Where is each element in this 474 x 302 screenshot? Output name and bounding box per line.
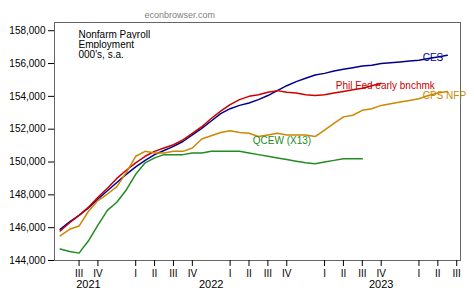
svg-text:I: I [134,268,137,279]
svg-text:econbrowser.com: econbrowser.com [145,10,216,20]
svg-text:IV: IV [376,268,386,279]
svg-text:IV: IV [282,268,292,279]
svg-text:2021: 2021 [76,278,100,290]
svg-text:III: III [264,268,272,279]
svg-text:2023: 2023 [369,278,393,290]
svg-text:CPS NFP: CPS NFP [423,90,467,101]
svg-text:III: III [75,268,83,279]
svg-text:2022: 2022 [199,278,223,290]
svg-text:154,000: 154,000 [9,91,46,102]
svg-text:Nonfarm PayrollEmployment000's: Nonfarm PayrollEmployment000's, s.a. [79,29,151,60]
svg-text:150,000: 150,000 [9,156,46,167]
svg-text:158,000: 158,000 [9,25,46,36]
svg-text:II: II [246,268,252,279]
svg-text:IV: IV [93,268,103,279]
svg-text:III: III [358,268,366,279]
svg-text:152,000: 152,000 [9,123,46,134]
svg-text:CES: CES [423,52,444,63]
svg-text:I: I [323,268,326,279]
svg-text:146,000: 146,000 [9,222,46,233]
svg-text:QCEW (X13): QCEW (X13) [253,135,311,146]
svg-text:II: II [435,268,441,279]
svg-text:Phil Fed early bnchmk: Phil Fed early bnchmk [336,80,436,91]
svg-text:II: II [152,268,158,279]
svg-text:III: III [169,268,177,279]
svg-text:156,000: 156,000 [9,58,46,69]
svg-text:II: II [341,268,347,279]
svg-text:144,000: 144,000 [9,255,46,266]
svg-text:IV: IV [188,268,198,279]
svg-text:I: I [229,268,232,279]
svg-text:III: III [453,268,461,279]
svg-text:I: I [418,268,421,279]
svg-text:148,000: 148,000 [9,189,46,200]
